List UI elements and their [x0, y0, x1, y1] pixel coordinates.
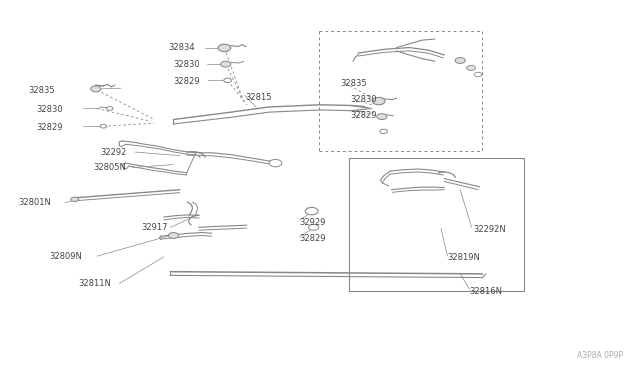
Text: 32917: 32917	[141, 223, 168, 232]
Text: 32292: 32292	[100, 148, 127, 157]
Text: 32830: 32830	[36, 105, 63, 115]
Text: 32835: 32835	[340, 79, 367, 88]
Circle shape	[221, 61, 231, 67]
Circle shape	[474, 72, 482, 77]
Circle shape	[377, 113, 387, 119]
Text: 32809N: 32809N	[49, 251, 82, 261]
Circle shape	[71, 197, 79, 202]
Circle shape	[455, 58, 465, 63]
Circle shape	[224, 78, 232, 83]
Circle shape	[100, 124, 106, 128]
Text: 32835: 32835	[29, 86, 56, 94]
Text: 32830: 32830	[173, 60, 200, 70]
Circle shape	[305, 208, 318, 215]
Text: 32929: 32929	[300, 218, 326, 227]
Text: 32811N: 32811N	[78, 279, 111, 288]
Text: 32829: 32829	[351, 111, 377, 121]
Text: 32815: 32815	[245, 93, 271, 102]
Circle shape	[308, 224, 319, 230]
Text: 32829: 32829	[36, 123, 62, 132]
Text: 32816N: 32816N	[470, 287, 503, 296]
Circle shape	[218, 44, 231, 52]
Text: A3P8A 0P9P: A3P8A 0P9P	[577, 351, 623, 360]
Circle shape	[106, 107, 113, 110]
Text: 32819N: 32819N	[447, 253, 480, 263]
Text: 32292N: 32292N	[473, 225, 506, 234]
Circle shape	[91, 86, 100, 92]
Text: 32834: 32834	[168, 43, 195, 52]
Circle shape	[380, 129, 388, 134]
Text: 32805N: 32805N	[94, 163, 127, 172]
Text: 32830: 32830	[351, 95, 377, 104]
Circle shape	[467, 65, 476, 70]
Circle shape	[269, 160, 282, 167]
Text: 32829: 32829	[173, 77, 200, 86]
Text: 32801N: 32801N	[18, 198, 51, 207]
Text: 32829: 32829	[300, 234, 326, 243]
Circle shape	[168, 232, 179, 238]
Circle shape	[372, 97, 385, 105]
